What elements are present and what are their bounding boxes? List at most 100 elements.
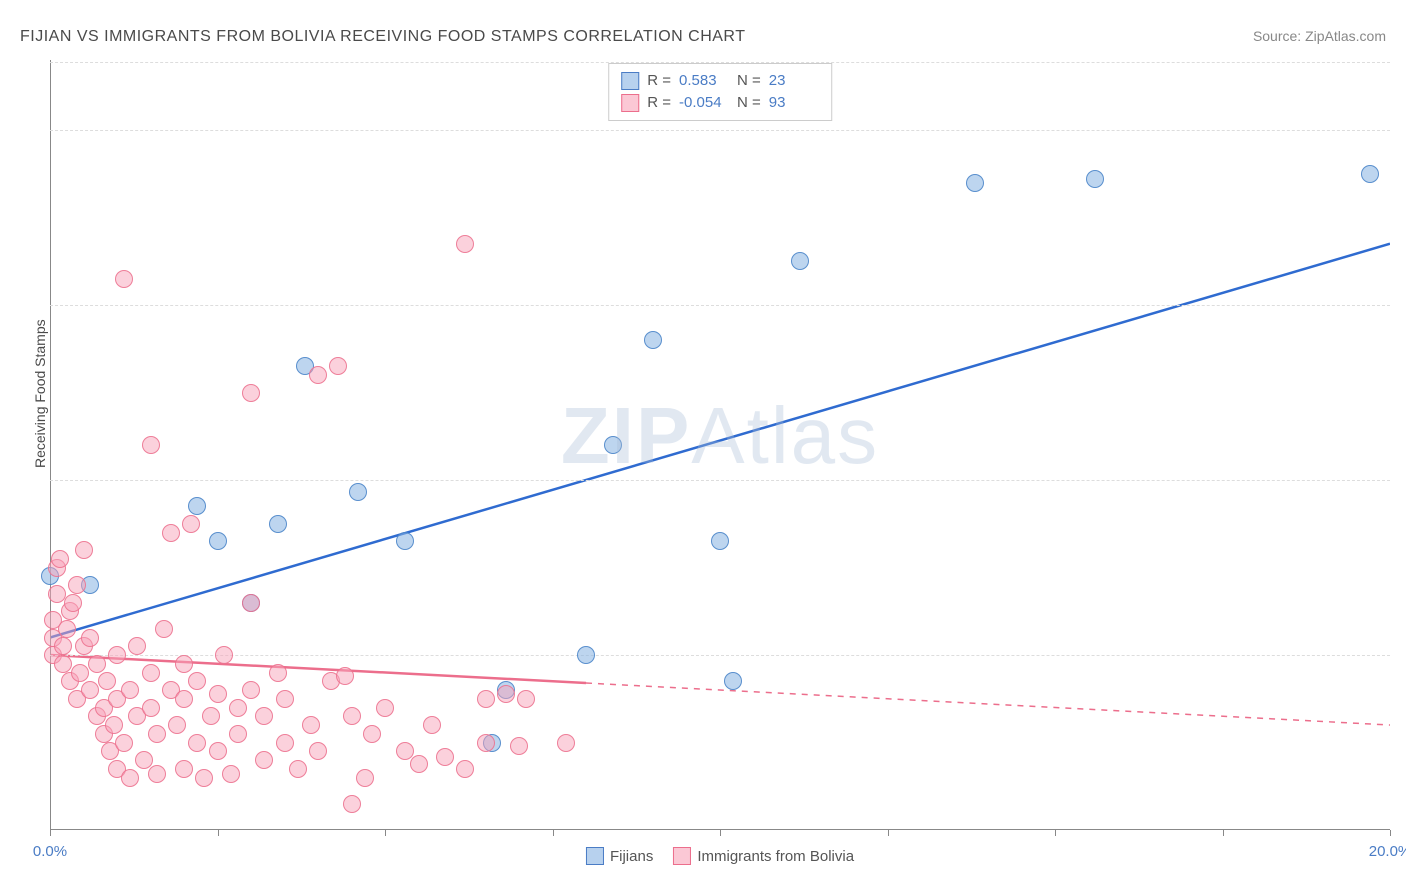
gridline [50, 130, 1390, 131]
chart-plot-area: Receiving Food Stamps ZIPAtlas R = 0.583… [50, 60, 1390, 830]
trend-line-dashed [586, 683, 1390, 725]
legend-item-fijians: Fijians [586, 847, 653, 865]
y-tick-label: 20.0% [1395, 472, 1406, 489]
watermark-bold: ZIP [561, 391, 691, 480]
data-point [604, 436, 622, 454]
data-point [142, 436, 160, 454]
data-point [162, 524, 180, 542]
data-point [456, 760, 474, 778]
y-axis-line [50, 60, 51, 830]
data-point [510, 737, 528, 755]
data-point [195, 769, 213, 787]
data-point [356, 769, 374, 787]
data-point [121, 681, 139, 699]
r-value-bolivia: -0.054 [679, 92, 729, 114]
gridline [50, 305, 1390, 306]
data-point [54, 637, 72, 655]
data-point [188, 672, 206, 690]
legend-swatch-blue [621, 72, 639, 90]
gridline [50, 655, 1390, 656]
gridline [50, 480, 1390, 481]
n-value-bolivia: 93 [769, 92, 819, 114]
data-point [336, 667, 354, 685]
data-point [791, 252, 809, 270]
x-tick-label: 0.0% [33, 843, 67, 860]
data-point [396, 532, 414, 550]
data-point [175, 655, 193, 673]
x-tick-mark [553, 830, 554, 836]
data-point [255, 707, 273, 725]
data-point [105, 716, 123, 734]
data-point [115, 270, 133, 288]
data-point [343, 707, 361, 725]
data-point [329, 357, 347, 375]
data-point [148, 725, 166, 743]
data-point [98, 672, 116, 690]
data-point [75, 541, 93, 559]
data-point [68, 576, 86, 594]
data-point [423, 716, 441, 734]
x-tick-mark [1223, 830, 1224, 836]
data-point [222, 765, 240, 783]
data-point [276, 734, 294, 752]
series-legend: Fijians Immigrants from Bolivia [586, 847, 854, 865]
data-point [644, 331, 662, 349]
data-point [724, 672, 742, 690]
legend-label-fijians: Fijians [610, 848, 653, 865]
x-tick-label: 20.0% [1369, 843, 1406, 860]
data-point [343, 795, 361, 813]
y-tick-label: 30.0% [1395, 297, 1406, 314]
legend-label-bolivia: Immigrants from Bolivia [697, 848, 854, 865]
data-point [135, 751, 153, 769]
data-point [215, 646, 233, 664]
legend-swatch-blue [586, 847, 604, 865]
data-point [477, 690, 495, 708]
data-point [309, 742, 327, 760]
data-point [557, 734, 575, 752]
data-point [209, 532, 227, 550]
r-label: R = [647, 92, 671, 114]
data-point [242, 384, 260, 402]
data-point [242, 594, 260, 612]
data-point [497, 685, 515, 703]
data-point [229, 699, 247, 717]
x-tick-mark [888, 830, 889, 836]
data-point [155, 620, 173, 638]
correlation-legend: R = 0.583 N = 23 R = -0.054 N = 93 [608, 63, 832, 121]
data-point [81, 629, 99, 647]
data-point [456, 235, 474, 253]
legend-item-bolivia: Immigrants from Bolivia [673, 847, 854, 865]
data-point [128, 637, 146, 655]
n-value-fijians: 23 [769, 70, 819, 92]
data-point [242, 681, 260, 699]
legend-row-bolivia: R = -0.054 N = 93 [621, 92, 819, 114]
data-point [142, 699, 160, 717]
legend-swatch-pink [621, 94, 639, 112]
data-point [229, 725, 247, 743]
data-point [182, 515, 200, 533]
data-point [363, 725, 381, 743]
data-point [577, 646, 595, 664]
data-point [121, 769, 139, 787]
n-label: N = [737, 92, 761, 114]
data-point [58, 620, 76, 638]
data-point [142, 664, 160, 682]
y-axis-label: Receiving Food Stamps [32, 319, 48, 468]
source-attribution: Source: ZipAtlas.com [1253, 28, 1386, 44]
data-point [48, 585, 66, 603]
data-point [477, 734, 495, 752]
x-tick-mark [218, 830, 219, 836]
data-point [51, 550, 69, 568]
data-point [115, 734, 133, 752]
n-label: N = [737, 70, 761, 92]
x-tick-mark [385, 830, 386, 836]
data-point [168, 716, 186, 734]
trend-line-solid [50, 655, 586, 683]
data-point [188, 497, 206, 515]
data-point [269, 515, 287, 533]
legend-row-fijians: R = 0.583 N = 23 [621, 70, 819, 92]
data-point [71, 664, 89, 682]
data-point [54, 655, 72, 673]
data-point [376, 699, 394, 717]
data-point [64, 594, 82, 612]
